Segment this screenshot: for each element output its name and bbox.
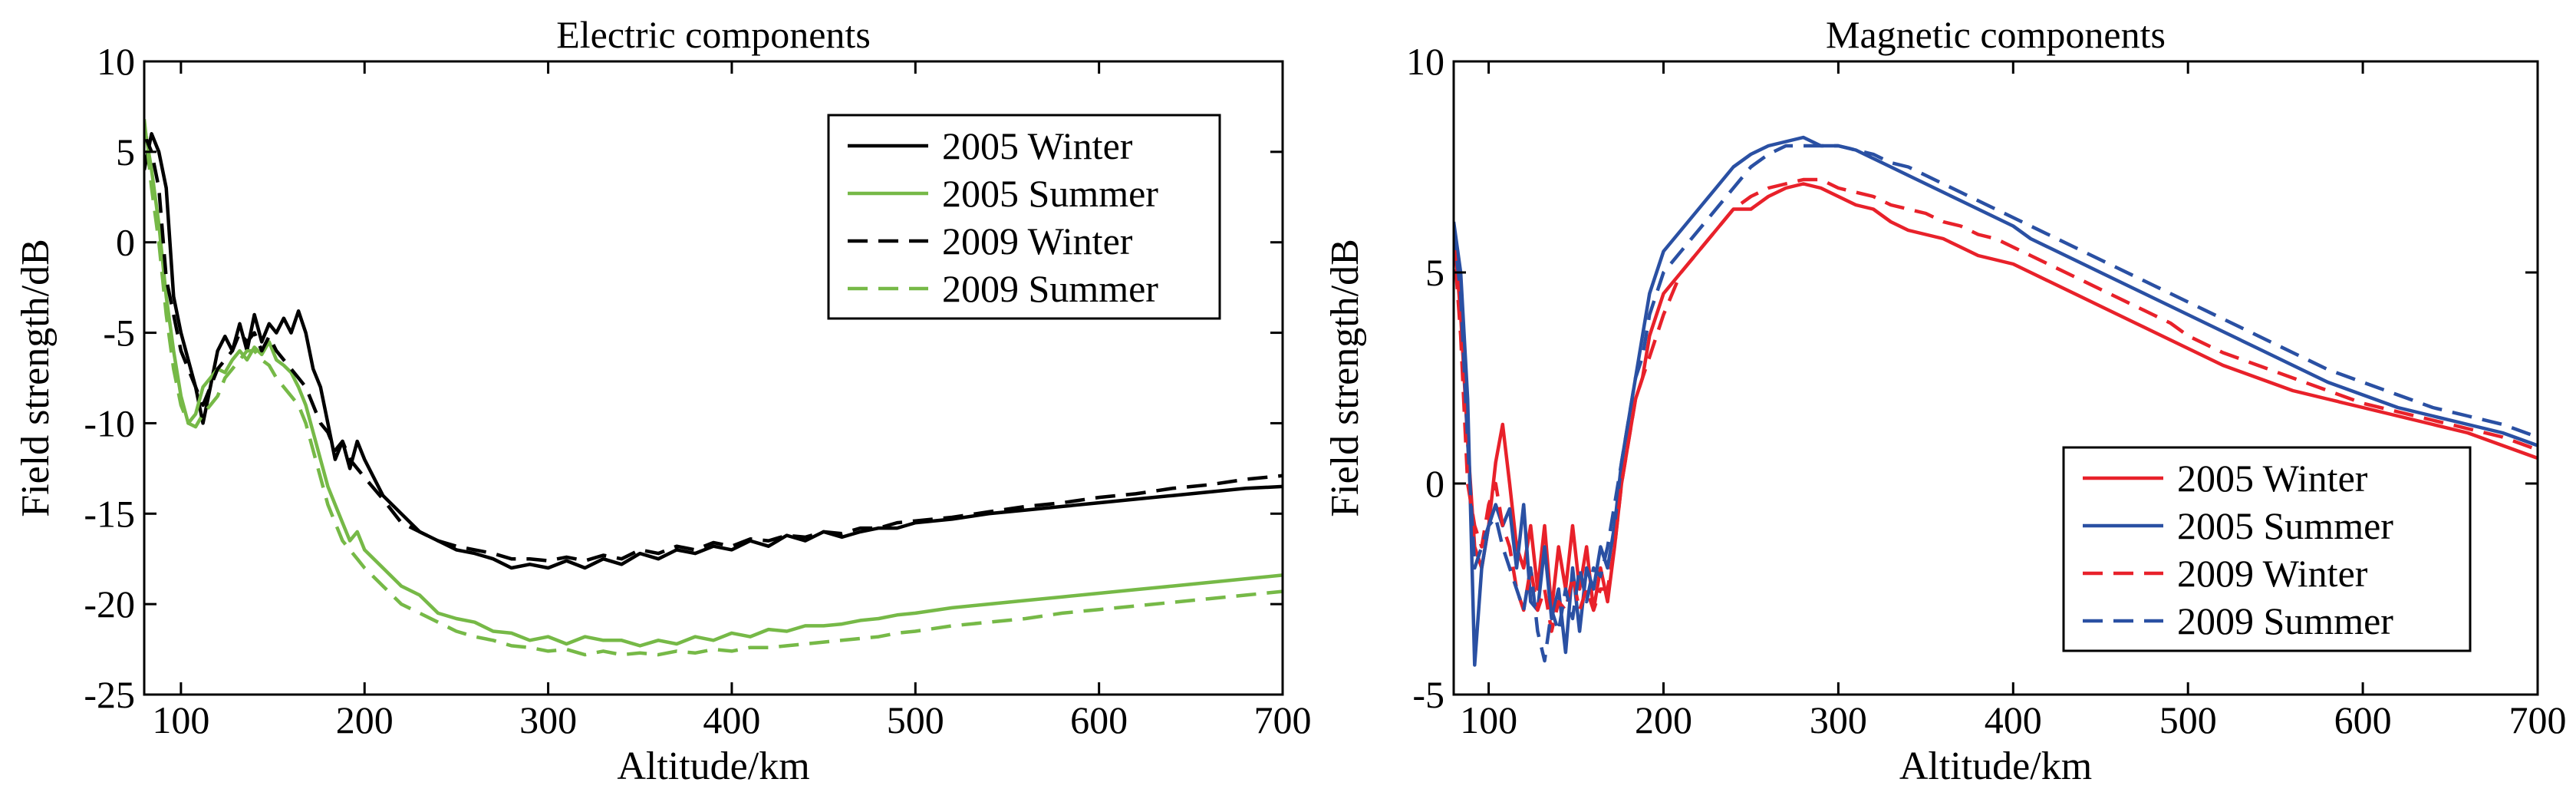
electric-plot-frame (143, 60, 1284, 696)
electric-x-axis-label: Altitude/km (617, 744, 809, 788)
magnetic-plot-frame (1452, 60, 2539, 696)
magnetic-y-tick-label: 5 (1425, 251, 1444, 294)
magnetic-y-axis-label: Field strength/dB (1323, 239, 1367, 517)
magnetic-legend-label: 2009 Winter (2177, 552, 2368, 595)
magnetic-x-tick-label: 500 (2159, 698, 2217, 741)
electric-series-2009-summer (144, 119, 1283, 657)
electric-x-tick-label: 600 (1070, 698, 1128, 741)
electric-series-2009-winter (144, 133, 1283, 563)
electric-y-axis-label: Field strength/dB (14, 239, 58, 517)
electric-y-tick-label: 10 (97, 40, 135, 83)
electric-legend-label: 2009 Winter (942, 220, 1133, 262)
electric-x-tick-label: 300 (519, 698, 577, 741)
electric-y-tick-label: -15 (84, 492, 135, 535)
magnetic-y-tick-label: 0 (1425, 462, 1444, 505)
electric-x-tick-label: 200 (336, 698, 394, 741)
magnetic-x-tick-label: 300 (1810, 698, 1867, 741)
magnetic-y-tick-label: 10 (1406, 40, 1444, 83)
magnetic-y-tick-label: -5 (1412, 673, 1444, 716)
magnetic-chart-title: Magnetic components (1826, 13, 2166, 56)
magnetic-legend-label: 2005 Winter (2177, 457, 2368, 500)
electric-y-tick-label: 5 (116, 130, 135, 173)
electric-y-tick-label: -20 (84, 583, 135, 626)
electric-x-tick-label: 700 (1254, 698, 1312, 741)
electric-chart-title: Electric components (556, 13, 871, 56)
electric-x-tick-label: 100 (152, 698, 209, 741)
electric-legend-box (827, 114, 1221, 320)
electric-legend: 2005 Winter 2005 Summer 2009 Winter 2009 Su… (827, 114, 1221, 320)
magnetic-legend-label: 2009 Summer (2177, 599, 2393, 642)
magnetic-x-tick-label: 400 (1985, 698, 2042, 741)
magnetic-x-tick-label: 200 (1635, 698, 1692, 741)
magnetic-series-2005-summer (1454, 135, 2538, 667)
magnetic-series-2005-winter (1454, 182, 2538, 612)
electric-y-tick-label: -25 (84, 673, 135, 716)
electric-legend-label: 2005 Winter (942, 124, 1133, 167)
magnetic-x-tick-label: 100 (1460, 698, 1517, 741)
magnetic-x-tick-label: 700 (2509, 698, 2567, 741)
electric-y-tick-label: 0 (116, 221, 135, 264)
electric-y-tick-label: -10 (84, 401, 135, 444)
electric-x-tick-label: 500 (887, 698, 944, 741)
electric-series-2005-summer (144, 124, 1283, 648)
magnetic-series-2009-winter (1454, 177, 2538, 633)
magnetic-x-tick-label: 600 (2334, 698, 2392, 741)
magnetic-series-2009-summer (1454, 144, 2538, 663)
magnetic-legend-label: 2005 Summer (2177, 504, 2393, 547)
electric-y-tick-label: -5 (103, 312, 135, 355)
magnetic-legend-box (2062, 446, 2472, 652)
magnetic-x-axis-label: Altitude/km (1899, 744, 2092, 788)
electric-x-tick-label: 400 (703, 698, 760, 741)
electric-legend-label: 2009 Summer (942, 267, 1158, 310)
electric-legend-label: 2005 Summer (942, 172, 1158, 215)
